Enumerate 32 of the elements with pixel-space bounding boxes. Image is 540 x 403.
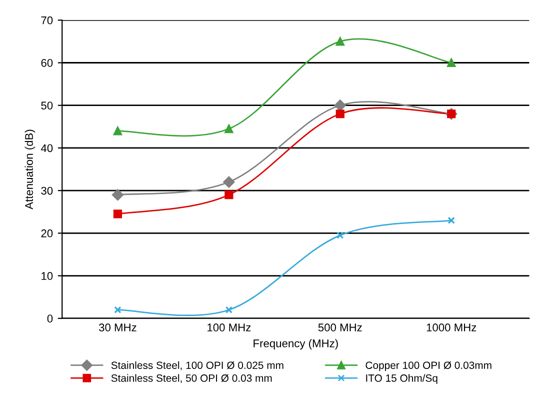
point — [224, 190, 234, 200]
legend-label: Stainless Steel, 100 OPI Ø 0.025 mm — [111, 361, 284, 370]
x-tick-label: 1000 MHz — [426, 324, 476, 332]
x-tick-label: 30 MHz — [98, 324, 136, 332]
point — [114, 306, 122, 314]
point — [224, 124, 234, 134]
x-axis-title: Frequency (MHz) — [254, 339, 338, 350]
x-tick-label: 500 MHz — [318, 324, 362, 332]
point — [225, 306, 233, 314]
point — [336, 110, 344, 118]
point — [113, 210, 122, 218]
y-tick-label: 70 — [41, 16, 53, 24]
legend-label: Copper 100 OPI Ø 0.03mm — [366, 361, 492, 372]
y-tick-label: 50 — [41, 102, 53, 110]
y-tick-label: 20 — [41, 229, 53, 238]
y-tick-label: 10 — [42, 272, 53, 280]
y-tick-label: 30 — [41, 186, 53, 195]
y-tick-label: 60 — [41, 59, 53, 67]
legend-label: ITO 15 Ohm/Sq — [366, 374, 438, 384]
point — [113, 126, 122, 136]
x-tick-label: 100 MHz — [208, 324, 251, 332]
point — [448, 216, 455, 224]
point — [334, 100, 346, 112]
point — [336, 37, 344, 46]
y-tick-label: 0 — [47, 314, 53, 323]
point — [223, 176, 235, 188]
point — [112, 189, 124, 201]
point — [447, 58, 456, 68]
y-axis-title: Attenuation (dB) — [24, 130, 36, 210]
point — [336, 232, 344, 239]
legend-label: Stainless Steel, 50 OPI Ø 0.03 mm — [111, 374, 272, 384]
y-tick-label: 40 — [40, 144, 53, 152]
